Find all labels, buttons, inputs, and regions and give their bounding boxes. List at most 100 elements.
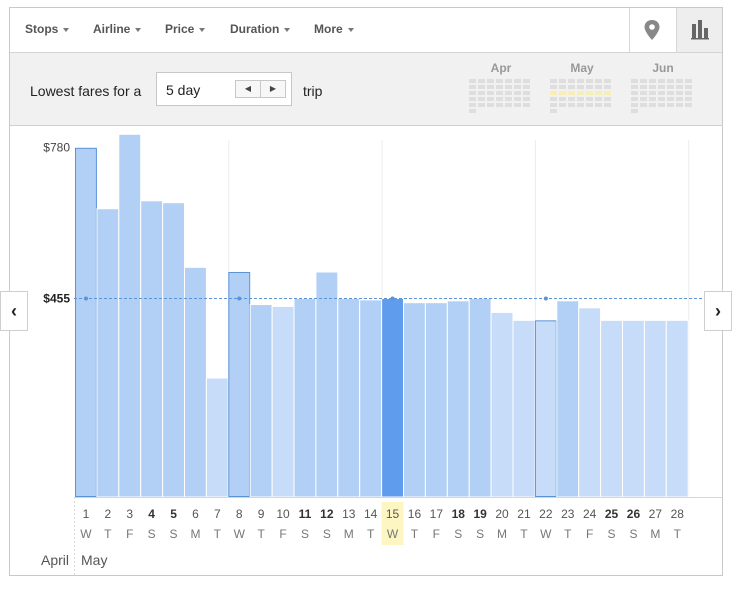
price-bar[interactable]	[74, 147, 98, 498]
price-bar[interactable]	[578, 307, 602, 498]
next-dates-button[interactable]: ›	[704, 291, 732, 331]
day-number-label: 14	[364, 507, 378, 521]
caret-down-icon	[135, 27, 142, 32]
price-bar[interactable]	[643, 319, 667, 498]
price-bar[interactable]	[512, 319, 536, 498]
weekday-label: F	[586, 527, 593, 541]
mini-day-cell	[676, 85, 683, 89]
weekday-label: S	[148, 527, 156, 541]
bar-chart-icon	[691, 20, 709, 40]
price-bar[interactable]	[118, 133, 142, 498]
mini-day-cell	[514, 85, 521, 89]
day-number-label: 17	[430, 507, 444, 521]
mini-day-cell	[604, 85, 611, 89]
mini-day-cell	[469, 79, 476, 83]
price-bar[interactable]	[665, 319, 689, 498]
price-bar[interactable]	[468, 297, 492, 498]
more-filter[interactable]: More	[314, 22, 354, 36]
mini-day-cell	[586, 85, 593, 89]
month-mini-jun[interactable]: Jun	[631, 61, 695, 113]
mini-day-cell	[568, 103, 575, 107]
price-bar[interactable]	[293, 297, 317, 498]
price-bar[interactable]	[446, 300, 470, 498]
mini-day-cell	[631, 97, 638, 101]
weekday-label: T	[411, 527, 419, 541]
weekday-label: S	[629, 527, 637, 541]
mini-day-cell	[649, 103, 656, 107]
price-bar[interactable]	[622, 319, 645, 498]
day-number-label: 21	[517, 507, 531, 521]
mini-day-cell	[577, 85, 584, 89]
trip-duration-field[interactable]: 5 day ◀ ▶	[156, 72, 292, 106]
price-bar[interactable]	[205, 377, 229, 498]
duration-decrement-button[interactable]: ◀	[235, 80, 261, 98]
map-pin-icon	[644, 20, 660, 40]
month-mini-may[interactable]: May	[550, 61, 614, 113]
more-filter-label: More	[314, 22, 343, 36]
mini-day-cell	[496, 91, 503, 95]
day-number-label: 8	[236, 507, 243, 521]
month-mini-apr[interactable]: Apr	[469, 61, 533, 113]
today-highlight	[381, 502, 404, 545]
mini-day-cell	[478, 91, 485, 95]
mini-day-cell	[667, 79, 674, 83]
price-bar[interactable]	[424, 302, 448, 498]
price-bar[interactable]	[162, 202, 186, 498]
mini-day-cell	[478, 97, 485, 101]
duration-increment-button[interactable]: ▶	[260, 80, 286, 98]
day-number-label: 22	[539, 507, 553, 521]
price-bar[interactable]	[600, 319, 623, 498]
caret-down-icon	[347, 27, 354, 32]
mini-day-cell	[550, 103, 557, 107]
price-filter[interactable]: Price	[165, 22, 206, 36]
mini-day-cell	[640, 79, 647, 83]
mini-day-cell	[568, 91, 575, 95]
mini-day-cell	[658, 91, 665, 95]
duration-filter[interactable]: Duration	[230, 22, 291, 36]
price-bar[interactable]	[490, 311, 514, 498]
mini-day-cell	[649, 79, 656, 83]
price-bar[interactable]	[381, 297, 405, 498]
price-bar[interactable]	[140, 200, 164, 498]
mini-day-cell	[523, 79, 530, 83]
fare-duration-bar: Lowest fares for a 5 day ◀ ▶ trip Apr Ma…	[10, 53, 722, 126]
mini-day-cell	[496, 97, 503, 101]
price-bar[interactable]	[337, 297, 361, 498]
weekday-label: W	[234, 527, 246, 541]
y-tick-label: $780	[43, 140, 70, 154]
day-number-label: 28	[671, 507, 685, 521]
mini-day-cell	[586, 97, 593, 101]
price-bar[interactable]	[271, 305, 295, 498]
mini-day-cell	[577, 91, 584, 95]
price-bar[interactable]	[249, 304, 273, 498]
mini-day-cell	[604, 91, 611, 95]
weekday-label: F	[279, 527, 286, 541]
weekday-label: F	[126, 527, 133, 541]
airline-filter[interactable]: Airline	[93, 22, 142, 36]
price-bar[interactable]	[359, 299, 383, 498]
day-number-label: 7	[214, 507, 221, 521]
price-bar[interactable]	[96, 208, 120, 498]
mini-day-cell	[469, 103, 476, 107]
weekday-label: T	[257, 527, 265, 541]
stops-filter[interactable]: Stops	[25, 22, 70, 36]
weekday-label: T	[214, 527, 222, 541]
mini-day-cell	[685, 91, 692, 95]
map-view-button[interactable]	[629, 8, 675, 52]
price-chart: $780 $455 1 W 2 T 3 F 4 S 5 S 6 M 7 T 8 W 9 T 10 F 11 S 12 S 13 M 14…	[10, 126, 722, 575]
chart-view-button[interactable]	[676, 8, 722, 52]
mini-day-cell	[469, 85, 476, 89]
day-number-label: 1	[83, 507, 90, 521]
prev-dates-button[interactable]: ‹	[0, 291, 28, 331]
price-bar[interactable]	[534, 319, 558, 498]
chevron-right-icon: ›	[715, 301, 721, 321]
mini-day-cell	[631, 85, 638, 89]
price-bar[interactable]	[315, 271, 339, 498]
price-bar[interactable]	[227, 271, 251, 498]
mini-day-cell	[487, 97, 494, 101]
price-bar[interactable]	[184, 266, 207, 498]
price-bar[interactable]	[556, 300, 580, 498]
weekday-label: T	[564, 527, 572, 541]
price-bar[interactable]	[403, 302, 426, 498]
day-number-label: 5	[170, 507, 177, 521]
